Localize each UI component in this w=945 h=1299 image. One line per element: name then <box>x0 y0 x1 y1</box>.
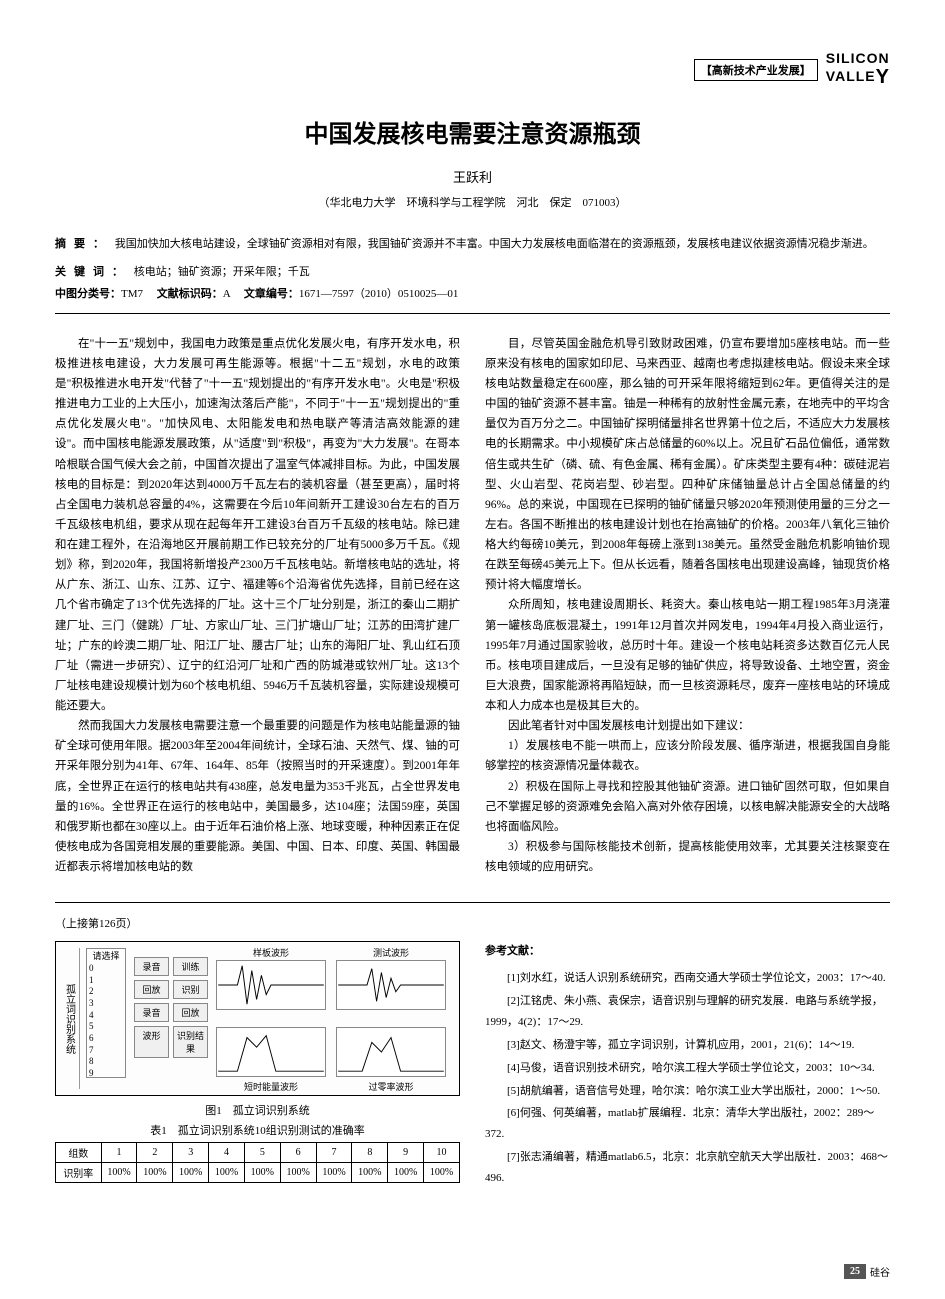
recognize-button[interactable]: 识别 <box>173 980 208 999</box>
reference-item: [3]赵文、杨澄宇等，孤立字词识别，计算机应用，2001，21(6)：14～19… <box>485 1035 890 1056</box>
body-para: 因此笔者针对中国发展核电计划提出如下建议： <box>485 716 890 736</box>
waveform-panel <box>336 960 446 1010</box>
accuracy-table: 组数 1 2 3 4 5 6 7 8 9 10 识别率 100% 100% 10… <box>55 1142 460 1183</box>
waveform-panel <box>216 960 326 1010</box>
figure-buttons: 录音 训练 回放 识别 录音 回放 波形 识别结果 <box>134 957 208 1058</box>
classification-line: 中图分类号：TM7 文献标识码：A 文章编号：1671—7597（2010）05… <box>55 285 890 314</box>
page-number: 25 <box>844 1264 866 1279</box>
body-columns: 在"十一五"规划中，我国电力政策是重点优化发展火电，有序开发水电，积极推进核电建… <box>55 334 890 877</box>
table-data-row: 识别率 100% 100% 100% 100% 100% 100% 100% 1… <box>56 1163 460 1183</box>
page-header: 【高新技术产业发展】 SILICON VALLEY <box>55 50 890 89</box>
body-para: 众所周知，核电建设周期长、耗资大。秦山核电站一期工程1985年3月浇灌第一罐核岛… <box>485 595 890 716</box>
reference-item: [1]刘水红，说话人识别系统研究，西南交通大学硕士学位论文，2003：17～40… <box>485 968 890 989</box>
right-column: 目，尽管英国金融危机导引致财政困难，仍宣布要增加5座核电站。而一些原来没有核电的… <box>485 334 890 877</box>
waveform-label: 短时能量波形 <box>216 1080 326 1093</box>
abstract-section: 摘要： 我国加快加大核电站建设，全球铀矿资源相对有限，我国铀矿资源并不丰富。中国… <box>55 235 890 255</box>
waveform-label: 测试波形 <box>336 946 446 959</box>
waveform-label: 样板波形 <box>216 946 326 959</box>
waveform-label: 过零率波形 <box>336 1080 446 1093</box>
waveform-panel <box>336 1027 446 1077</box>
page-label: 硅谷 <box>870 1264 890 1279</box>
reference-item: [7]张志涌编著，精通matlab6.5，北京：北京航空航天大学出版社．2003… <box>485 1147 890 1189</box>
waveform-button[interactable]: 波形 <box>134 1026 169 1058</box>
body-para: 3）积极参与国际核能技术创新，提高核能使用效率，尤其要关注核聚变在核电领域的应用… <box>485 837 890 877</box>
continuation-section: （上接第126页） 孤立词识别系统 请选择 0 1 2 3 4 5 6 7 8 <box>55 902 890 1191</box>
body-para: 在"十一五"规划中，我国电力政策是重点优化发展火电，有序开发水电，积极推进核电建… <box>55 334 460 716</box>
abstract-label: 摘要： <box>55 238 112 250</box>
reference-item: [4]马俊，语音识别技术研究，哈尔滨工程大学硕士学位论文，2003：10～34. <box>485 1058 890 1079</box>
body-para: 然而我国大力发展核电需要注意一个最重要的问题是作为核电站能量源的铀矿全球可使用年… <box>55 716 460 877</box>
keywords-label: 关键词： <box>55 266 131 278</box>
figure-1: 孤立词识别系统 请选择 0 1 2 3 4 5 6 7 8 9 录音 <box>55 941 460 1096</box>
author-name: 王跃利 <box>55 167 890 186</box>
category-badge: 【高新技术产业发展】 <box>694 59 818 81</box>
left-column: 在"十一五"规划中，我国电力政策是重点优化发展火电，有序开发水电，积极推进核电建… <box>55 334 460 877</box>
figure-listbox[interactable]: 请选择 0 1 2 3 4 5 6 7 8 9 <box>86 948 126 1078</box>
table-caption: 表1 孤立词识别系统10组识别测试的准确率 <box>55 1122 460 1138</box>
continuation-left: 孤立词识别系统 请选择 0 1 2 3 4 5 6 7 8 9 录音 <box>55 941 460 1191</box>
table-header-row: 组数 1 2 3 4 5 6 7 8 9 10 <box>56 1143 460 1163</box>
record-button[interactable]: 录音 <box>134 957 169 976</box>
keywords-text: 核电站；铀矿资源；开采年限；千瓦 <box>134 266 310 278</box>
body-para: 目，尽管英国金融危机导引致财政困难，仍宣布要增加5座核电站。而一些原来没有核电的… <box>485 334 890 596</box>
result-button[interactable]: 识别结果 <box>173 1026 208 1058</box>
figure-caption: 图1 孤立词识别系统 <box>55 1102 460 1118</box>
body-para: 1）发展核电不能一哄而上，应该分阶段发展、循序渐进，根据我国自身能够掌控的核资源… <box>485 736 890 776</box>
body-para: 2）积极在国际上寻找和控股其他铀矿资源。进口铀矿固然可取，但如果自己不掌握足够的… <box>485 777 890 837</box>
journal-logo: SILICON VALLEY <box>826 50 890 89</box>
continuation-right: 参考文献： [1]刘水红，说话人识别系统研究，西南交通大学硕士学位论文，2003… <box>485 941 890 1191</box>
references-heading: 参考文献： <box>485 941 890 962</box>
keywords-section: 关键词： 核电站；铀矿资源；开采年限；千瓦 <box>55 263 890 279</box>
record2-button[interactable]: 录音 <box>134 1003 169 1022</box>
waveform-panel <box>216 1027 326 1077</box>
reference-item: [2]江铭虎、朱小燕、袁保宗，语音识别与理解的研究发展．电路与系统学报，1999… <box>485 991 890 1033</box>
continuation-header: （上接第126页） <box>55 915 890 931</box>
abstract-text: 我国加快加大核电站建设，全球铀矿资源相对有限，我国铀矿资源并不丰富。中国大力发展… <box>115 238 874 250</box>
author-affiliation: （华北电力大学 环境科学与工程学院 河北 保定 071003） <box>55 194 890 210</box>
playback2-button[interactable]: 回放 <box>173 1003 208 1022</box>
reference-item: [5]胡航编著，语音信号处理，哈尔滨：哈尔滨工业大学出版社，2000：1～50. <box>485 1081 890 1102</box>
playback-button[interactable]: 回放 <box>134 980 169 999</box>
reference-item: [6]何强、何英编著，matlab扩展编程．北京：清华大学出版社，2002：28… <box>485 1103 890 1145</box>
figure-sidebar-label: 孤立词识别系统 <box>62 948 80 1089</box>
train-button[interactable]: 训练 <box>173 957 208 976</box>
article-title: 中国发展核电需要注意资源瓶颈 <box>55 114 890 149</box>
page-footer: 25 硅谷 <box>844 1264 890 1279</box>
